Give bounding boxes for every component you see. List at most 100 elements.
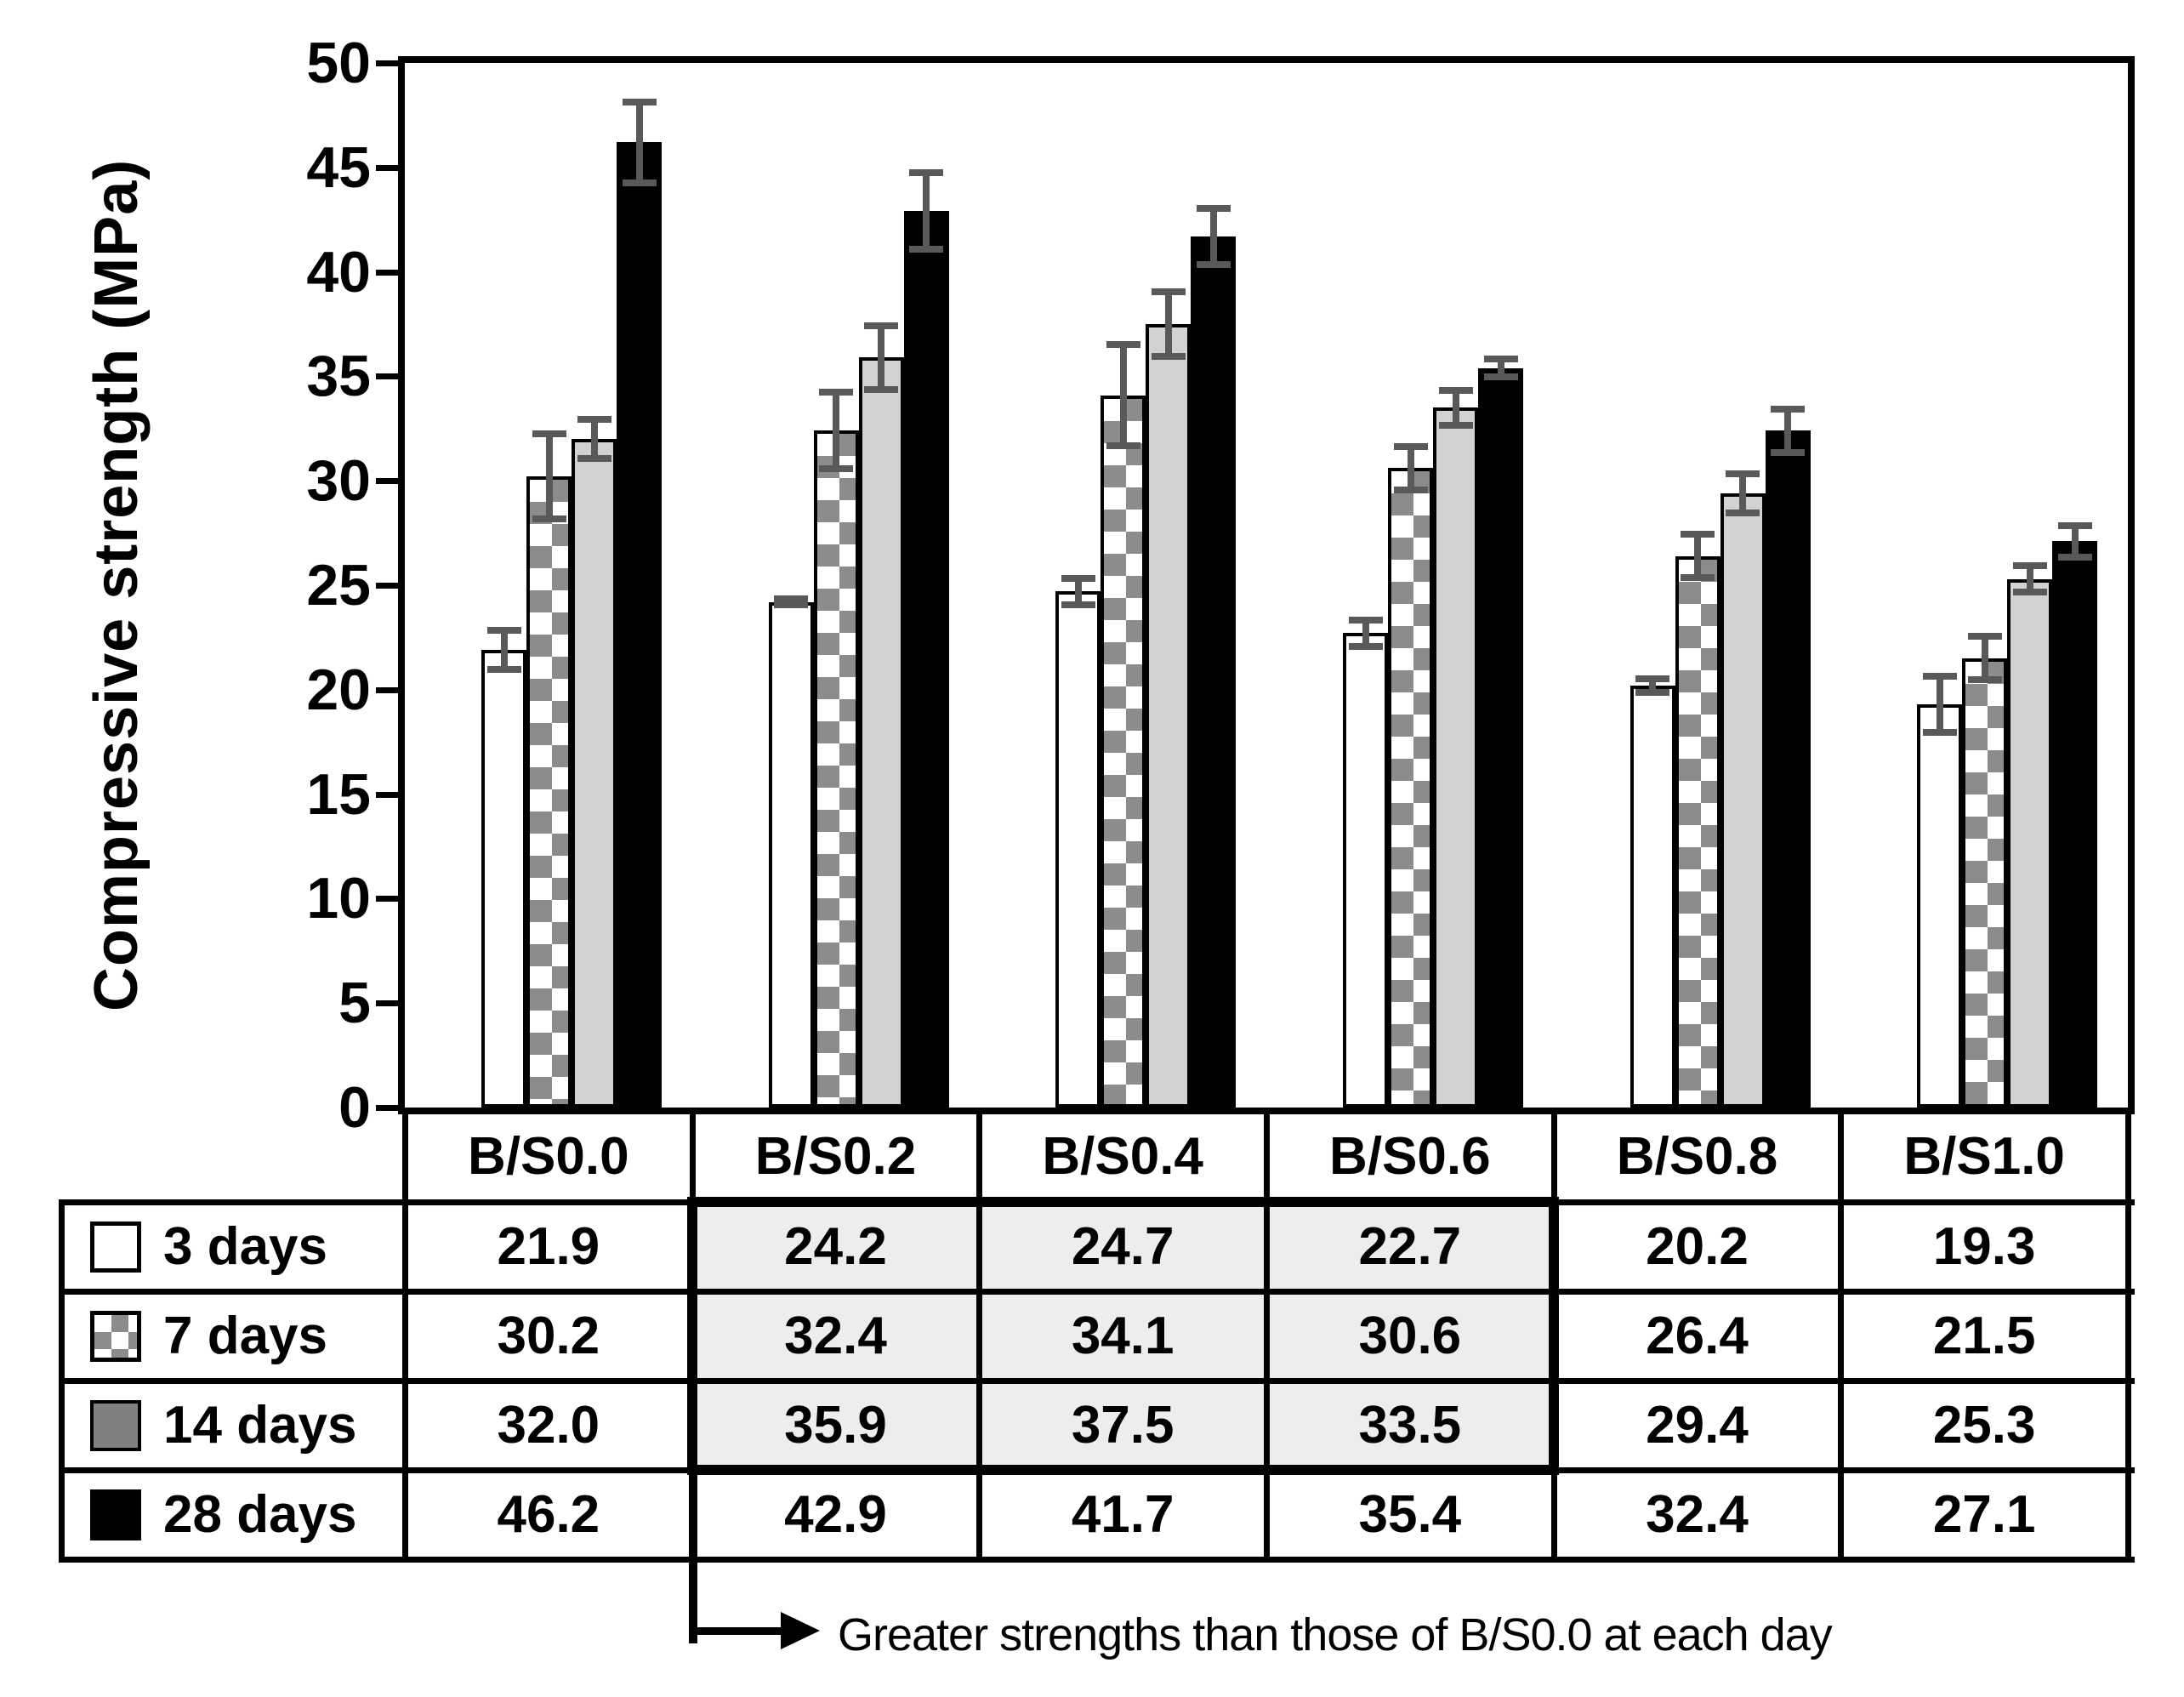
y-tick-label: 15 bbox=[306, 761, 371, 827]
bar-3-days-B/S0.8 bbox=[1629, 685, 1675, 1108]
error-bar-cap-top bbox=[1196, 205, 1231, 212]
y-tick-mark bbox=[376, 164, 398, 171]
error-bar-cap-top bbox=[577, 416, 611, 424]
table-vertical-line bbox=[1264, 1108, 1270, 1563]
error-bar-cap-top bbox=[1438, 386, 1473, 394]
legend-row-14-days: 14 days bbox=[61, 1381, 405, 1470]
error-bar bbox=[1348, 616, 1383, 651]
y-tick-mark bbox=[376, 791, 398, 798]
error-bar-cap-bottom bbox=[1967, 676, 2002, 684]
annotation-arrow-horizontal bbox=[688, 1627, 784, 1635]
error-bar-cap-bottom bbox=[1438, 421, 1473, 429]
table-cell-7-days-B/S1.0: 21.5 bbox=[1840, 1291, 2128, 1381]
y-tick-label: 30 bbox=[306, 448, 371, 514]
bar-14-days-B/S1.0 bbox=[2007, 578, 2053, 1108]
table-cell-28-days-B/S1.0: 27.1 bbox=[1840, 1470, 2128, 1559]
error-bar-cap-top bbox=[1771, 405, 1806, 413]
error-bar-cap-top bbox=[1922, 673, 1957, 681]
error-bar bbox=[2012, 561, 2047, 596]
error-bar-stem bbox=[1981, 633, 1988, 684]
highlight-box bbox=[686, 1197, 1559, 1475]
table-cell-14-days-B/S0.0: 32.0 bbox=[405, 1381, 692, 1470]
y-tick-mark bbox=[376, 896, 398, 903]
error-bar-cap-top bbox=[1635, 675, 1670, 682]
plot-area bbox=[398, 56, 2135, 1114]
error-bar-cap-bottom bbox=[819, 465, 854, 473]
error-bar bbox=[1151, 288, 1186, 360]
table-cell-28-days-B/S0.2: 42.9 bbox=[691, 1470, 980, 1559]
table-cell-14-days-B/S0.6: 33.5 bbox=[1266, 1381, 1554, 1470]
error-bar bbox=[1061, 574, 1095, 608]
y-tick-label: 10 bbox=[306, 866, 371, 931]
error-bar bbox=[2057, 522, 2092, 561]
bar-3-days-B/S0.0 bbox=[481, 650, 526, 1108]
table-cell-14-days-B/S0.8: 29.4 bbox=[1553, 1381, 1841, 1470]
y-tick-mark bbox=[376, 686, 398, 693]
error-bar-cap-top bbox=[774, 595, 809, 603]
error-bar-stem bbox=[1164, 288, 1172, 360]
error-bar-cap-top bbox=[819, 389, 854, 396]
error-bar bbox=[622, 98, 657, 186]
error-bar bbox=[1726, 470, 1760, 516]
error-bar bbox=[1967, 633, 2002, 684]
legend-swatch-3-days bbox=[90, 1221, 141, 1273]
bar-3-days-B/S0.4 bbox=[1055, 591, 1101, 1108]
error-bar-stem bbox=[635, 98, 643, 186]
error-bar-stem bbox=[2071, 522, 2079, 561]
error-bar bbox=[532, 430, 566, 523]
bar-14-days-B/S0.8 bbox=[1720, 493, 1766, 1108]
y-tick-mark bbox=[376, 1000, 398, 1007]
legend-row-28-days: 28 days bbox=[61, 1470, 405, 1559]
error-bar-cap-top bbox=[2012, 561, 2047, 569]
error-bar bbox=[864, 322, 899, 394]
error-bar-cap-bottom bbox=[1681, 574, 1715, 582]
bar-7-days-B/S0.2 bbox=[813, 430, 859, 1108]
y-tick-label: 50 bbox=[306, 31, 371, 95]
error-bar-cap-bottom bbox=[1726, 509, 1760, 516]
error-bar-stem bbox=[1694, 531, 1702, 582]
bar-7-days-B/S0.6 bbox=[1388, 468, 1433, 1108]
error-bar-stem bbox=[590, 416, 598, 463]
error-bar-cap-top bbox=[1348, 616, 1383, 624]
error-bar bbox=[1438, 386, 1473, 429]
bar-3-days-B/S0.2 bbox=[768, 601, 814, 1108]
table-cell-28-days-B/S0.8: 32.4 bbox=[1553, 1470, 1841, 1559]
annotation-arrow-head-icon bbox=[780, 1612, 820, 1649]
error-bar-cap-bottom bbox=[1922, 728, 1957, 736]
error-bar-stem bbox=[1074, 574, 1082, 608]
bar-28-days-B/S0.2 bbox=[903, 211, 949, 1108]
y-tick-mark bbox=[376, 1105, 398, 1111]
table-vertical-line bbox=[976, 1108, 983, 1563]
error-bar-cap-top bbox=[909, 169, 944, 177]
bar-7-days-B/S0.0 bbox=[526, 476, 572, 1108]
table-horizontal-line bbox=[61, 1289, 2135, 1295]
table-vertical-line bbox=[402, 1108, 408, 1563]
annotation-text: Greater strengths than those of B/S0.0 a… bbox=[838, 1609, 1833, 1660]
error-bar-stem bbox=[2026, 561, 2033, 596]
bar-28-days-B/S0.6 bbox=[1478, 367, 1523, 1108]
error-bar-cap-bottom bbox=[774, 601, 809, 608]
bar-7-days-B/S1.0 bbox=[1962, 658, 2008, 1108]
table-vertical-line bbox=[2125, 1108, 2131, 1563]
y-tick-mark bbox=[376, 269, 398, 276]
error-bar-stem bbox=[923, 169, 930, 253]
error-bar-cap-top bbox=[864, 322, 899, 329]
error-bar-cap-bottom bbox=[1151, 352, 1186, 360]
table-cell-28-days-B/S0.6: 35.4 bbox=[1266, 1470, 1554, 1559]
error-bar-cap-top bbox=[532, 430, 566, 438]
error-bar-cap-top bbox=[1967, 633, 2002, 641]
error-bar-cap-bottom bbox=[2057, 553, 2092, 561]
error-bar-cap-bottom bbox=[1771, 448, 1806, 456]
category-header-B/S0.8: B/S0.8 bbox=[1616, 1127, 1778, 1186]
table-horizontal-line bbox=[61, 1378, 2135, 1384]
error-bar bbox=[1196, 205, 1231, 268]
table-cell-3-days-B/S0.8: 20.2 bbox=[1553, 1202, 1841, 1291]
category-header-B/S0.2: B/S0.2 bbox=[754, 1127, 917, 1186]
bar-3-days-B/S0.6 bbox=[1343, 633, 1388, 1108]
error-bar-stem bbox=[500, 627, 508, 674]
table-cell-14-days-B/S0.2: 35.9 bbox=[691, 1381, 980, 1470]
error-bar-stem bbox=[878, 322, 885, 394]
error-bar-cap-bottom bbox=[2012, 589, 2047, 596]
error-bar-stem bbox=[545, 430, 553, 523]
